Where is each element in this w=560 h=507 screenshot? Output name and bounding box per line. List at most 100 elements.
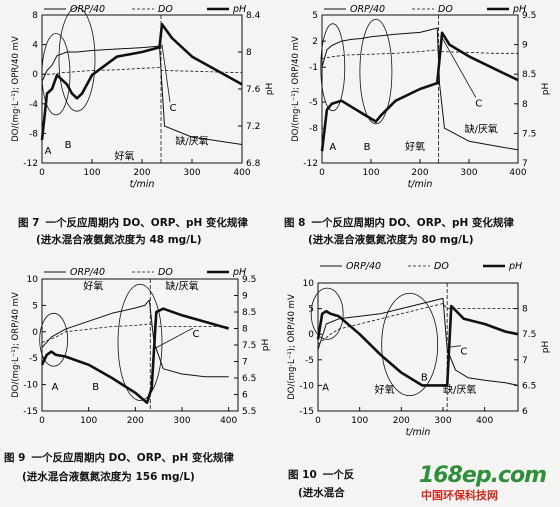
y-left-tick-label: 2 [312, 37, 318, 47]
plot-frame [41, 278, 239, 412]
legend-label-do: DO [158, 267, 173, 278]
legend-label-do: DO [438, 4, 453, 15]
caption-line-2: (进水混合液氨氮浓度为 80 mg/L) [308, 234, 474, 246]
annotation-anoxic: 缺/厌氧 [165, 280, 198, 293]
y-right-tick-label: 9 [242, 292, 248, 302]
legend-label-do: DO [434, 261, 449, 272]
x-tick-label: 200 [411, 168, 428, 178]
legend-label-ph: pH [232, 4, 246, 15]
chart-panel-figure-7: 0 100 200 300 400 -12 -8 -4 0 4 8 6.8 7.2 7.6 8 8.4 t/mi… [0, 0, 280, 253]
y-left-tick-label: -8 [29, 129, 38, 139]
annotation-ellipse-a [310, 287, 344, 340]
plot-frame [317, 282, 519, 412]
x-tick-label: 100 [351, 416, 368, 426]
annotation-ellipse-b [381, 292, 439, 397]
y-right-tick-label: 6.8 [246, 159, 261, 169]
annotation-aerobic: 好氧 [405, 140, 425, 153]
legend-label-orp-40: ORP/40 [350, 4, 385, 15]
x-tick-label: 400 [233, 168, 250, 178]
legend-label-ph: pH [232, 267, 246, 278]
y-right-tick-label: 6 [522, 407, 528, 417]
watermark-logo: 168ep.com 中国环保科技网 [413, 463, 553, 503]
y-right-axis-label: pH [265, 83, 275, 95]
y-right-axis-label: pH [541, 341, 551, 353]
annotation-a: A [329, 142, 336, 153]
caption-line-1: 图 10 一个反 [288, 467, 354, 483]
x-tick-label: 0 [39, 416, 45, 426]
series-line-orp-40 [41, 299, 229, 378]
annotation-aerobic: 好氧 [375, 383, 395, 396]
x-tick-label: 100 [362, 168, 379, 178]
y-left-tick-label: -5 [305, 356, 314, 366]
x-tick-label: 0 [319, 168, 325, 178]
y-right-tick-label: 7 [242, 358, 248, 368]
annotation-b: B [92, 382, 99, 393]
y-right-tick-label: 8 [522, 305, 528, 315]
y-left-tick-label: 8 [32, 11, 38, 21]
y-left-tick-label: -5 [309, 98, 318, 108]
y-right-tick-label: 6.5 [242, 374, 256, 384]
y-left-tick-label: 4 [32, 41, 38, 51]
annotation-ellipse-b [117, 283, 163, 401]
annotation-c: C [170, 103, 177, 114]
chart-figure-10: 0 100 200 300 400-15-10-5051066.577.58t/minD… [287, 261, 551, 438]
x-tick-label: 0 [39, 168, 45, 178]
caption-text: 一个反应周期内 DO、ORP、pH 变化规律 [31, 452, 234, 464]
annotation-b: B [65, 140, 72, 151]
x-tick-label: 200 [393, 416, 410, 426]
y-right-tick-label: 7.5 [522, 129, 536, 139]
x-tick-label: 300 [460, 168, 477, 178]
caption-number: 图 9 [4, 452, 26, 464]
annotation-a: A [52, 382, 59, 393]
annotation-b: B [364, 142, 371, 153]
legend-label-orp-40: ORP/40 [70, 4, 105, 15]
y-left-tick-label: 5 [312, 11, 318, 21]
annotation-anoxic: 缺/厌氧 [443, 383, 476, 396]
y-left-tick-label: -1 [309, 63, 318, 73]
annotation-arrow-c [161, 44, 171, 103]
y-right-tick-label: 6.5 [522, 381, 536, 391]
series-line-orp-40 [321, 27, 519, 151]
annotation-arrow-c [450, 345, 461, 348]
y-left-tick-label: -12 [303, 159, 318, 169]
caption-number: 图 7 [18, 217, 40, 229]
chart-figure-8: 0 100 200 300 400-12-8-5-12577.588.599.5t/mi… [291, 4, 551, 190]
x-tick-label: 300 [434, 416, 451, 426]
y-right-tick-label: 8 [242, 325, 248, 335]
y-left-tick-label: 0 [308, 330, 314, 340]
annotation-ellipse-b [58, 7, 96, 112]
x-axis-label: t/min [130, 179, 155, 190]
annotation-b: B [421, 372, 428, 383]
y-left-tick-label: -15 [299, 407, 314, 417]
annotation-ellipse-a [41, 33, 71, 116]
series-line-ph [320, 31, 519, 152]
series-line-do [42, 67, 243, 75]
x-tick-label: 300 [183, 168, 200, 178]
series-line-ph [40, 307, 230, 405]
series-line-do [41, 323, 229, 343]
y-left-tick-label: -12 [23, 159, 38, 169]
chart-panel-figure-8: 0 100 200 300 400 -12 -8 -5 -1 2 5 7 7.5 8 8.5 9 9.5 t/mi… [280, 0, 560, 253]
chart-figure-7: 0 100 200 300 400 -12 -8 -4 0 4 8 6.8 7.2 7.6 8 8.4 t/mi… [11, 4, 275, 190]
y-right-tick-label: 8 [246, 48, 252, 58]
caption-line-1: 图 8 一个反应周期内 DO、ORP、pH 变化规律 [284, 215, 514, 231]
annotation-arrow-c [156, 327, 194, 348]
y-left-axis-label: DO/(mg·L⁻¹); ORP/40 mV [11, 292, 21, 398]
y-right-tick-label: 6 [242, 391, 248, 401]
annotation-a: A [45, 146, 52, 157]
caption-line-2: (进水混合 [298, 487, 345, 499]
caption-line-1: 图 7 一个反应周期内 DO、ORP、pH 变化规律 [18, 215, 248, 231]
y-right-tick-label: 9.5 [242, 275, 256, 285]
legend-label-do: DO [158, 4, 173, 15]
caption-line-2: (进水混合液氨氮浓度为 48 mg/L) [36, 234, 202, 246]
annotation-c: C [460, 347, 467, 358]
y-left-axis-label: DO/(mg·L⁻¹); OPR/40 mV [11, 36, 21, 142]
y-left-tick-label: 0 [32, 328, 38, 338]
y-right-tick-label: 9 [522, 41, 528, 51]
x-tick-label: 100 [83, 168, 100, 178]
y-right-tick-label: 8.4 [246, 11, 261, 21]
x-tick-label: 200 [133, 168, 150, 178]
y-right-tick-label: 7.2 [246, 122, 260, 132]
y-right-tick-label: 7.5 [242, 341, 256, 351]
y-left-axis-label: DO/(mg·L⁻¹); ORP/40 mV [291, 36, 301, 142]
